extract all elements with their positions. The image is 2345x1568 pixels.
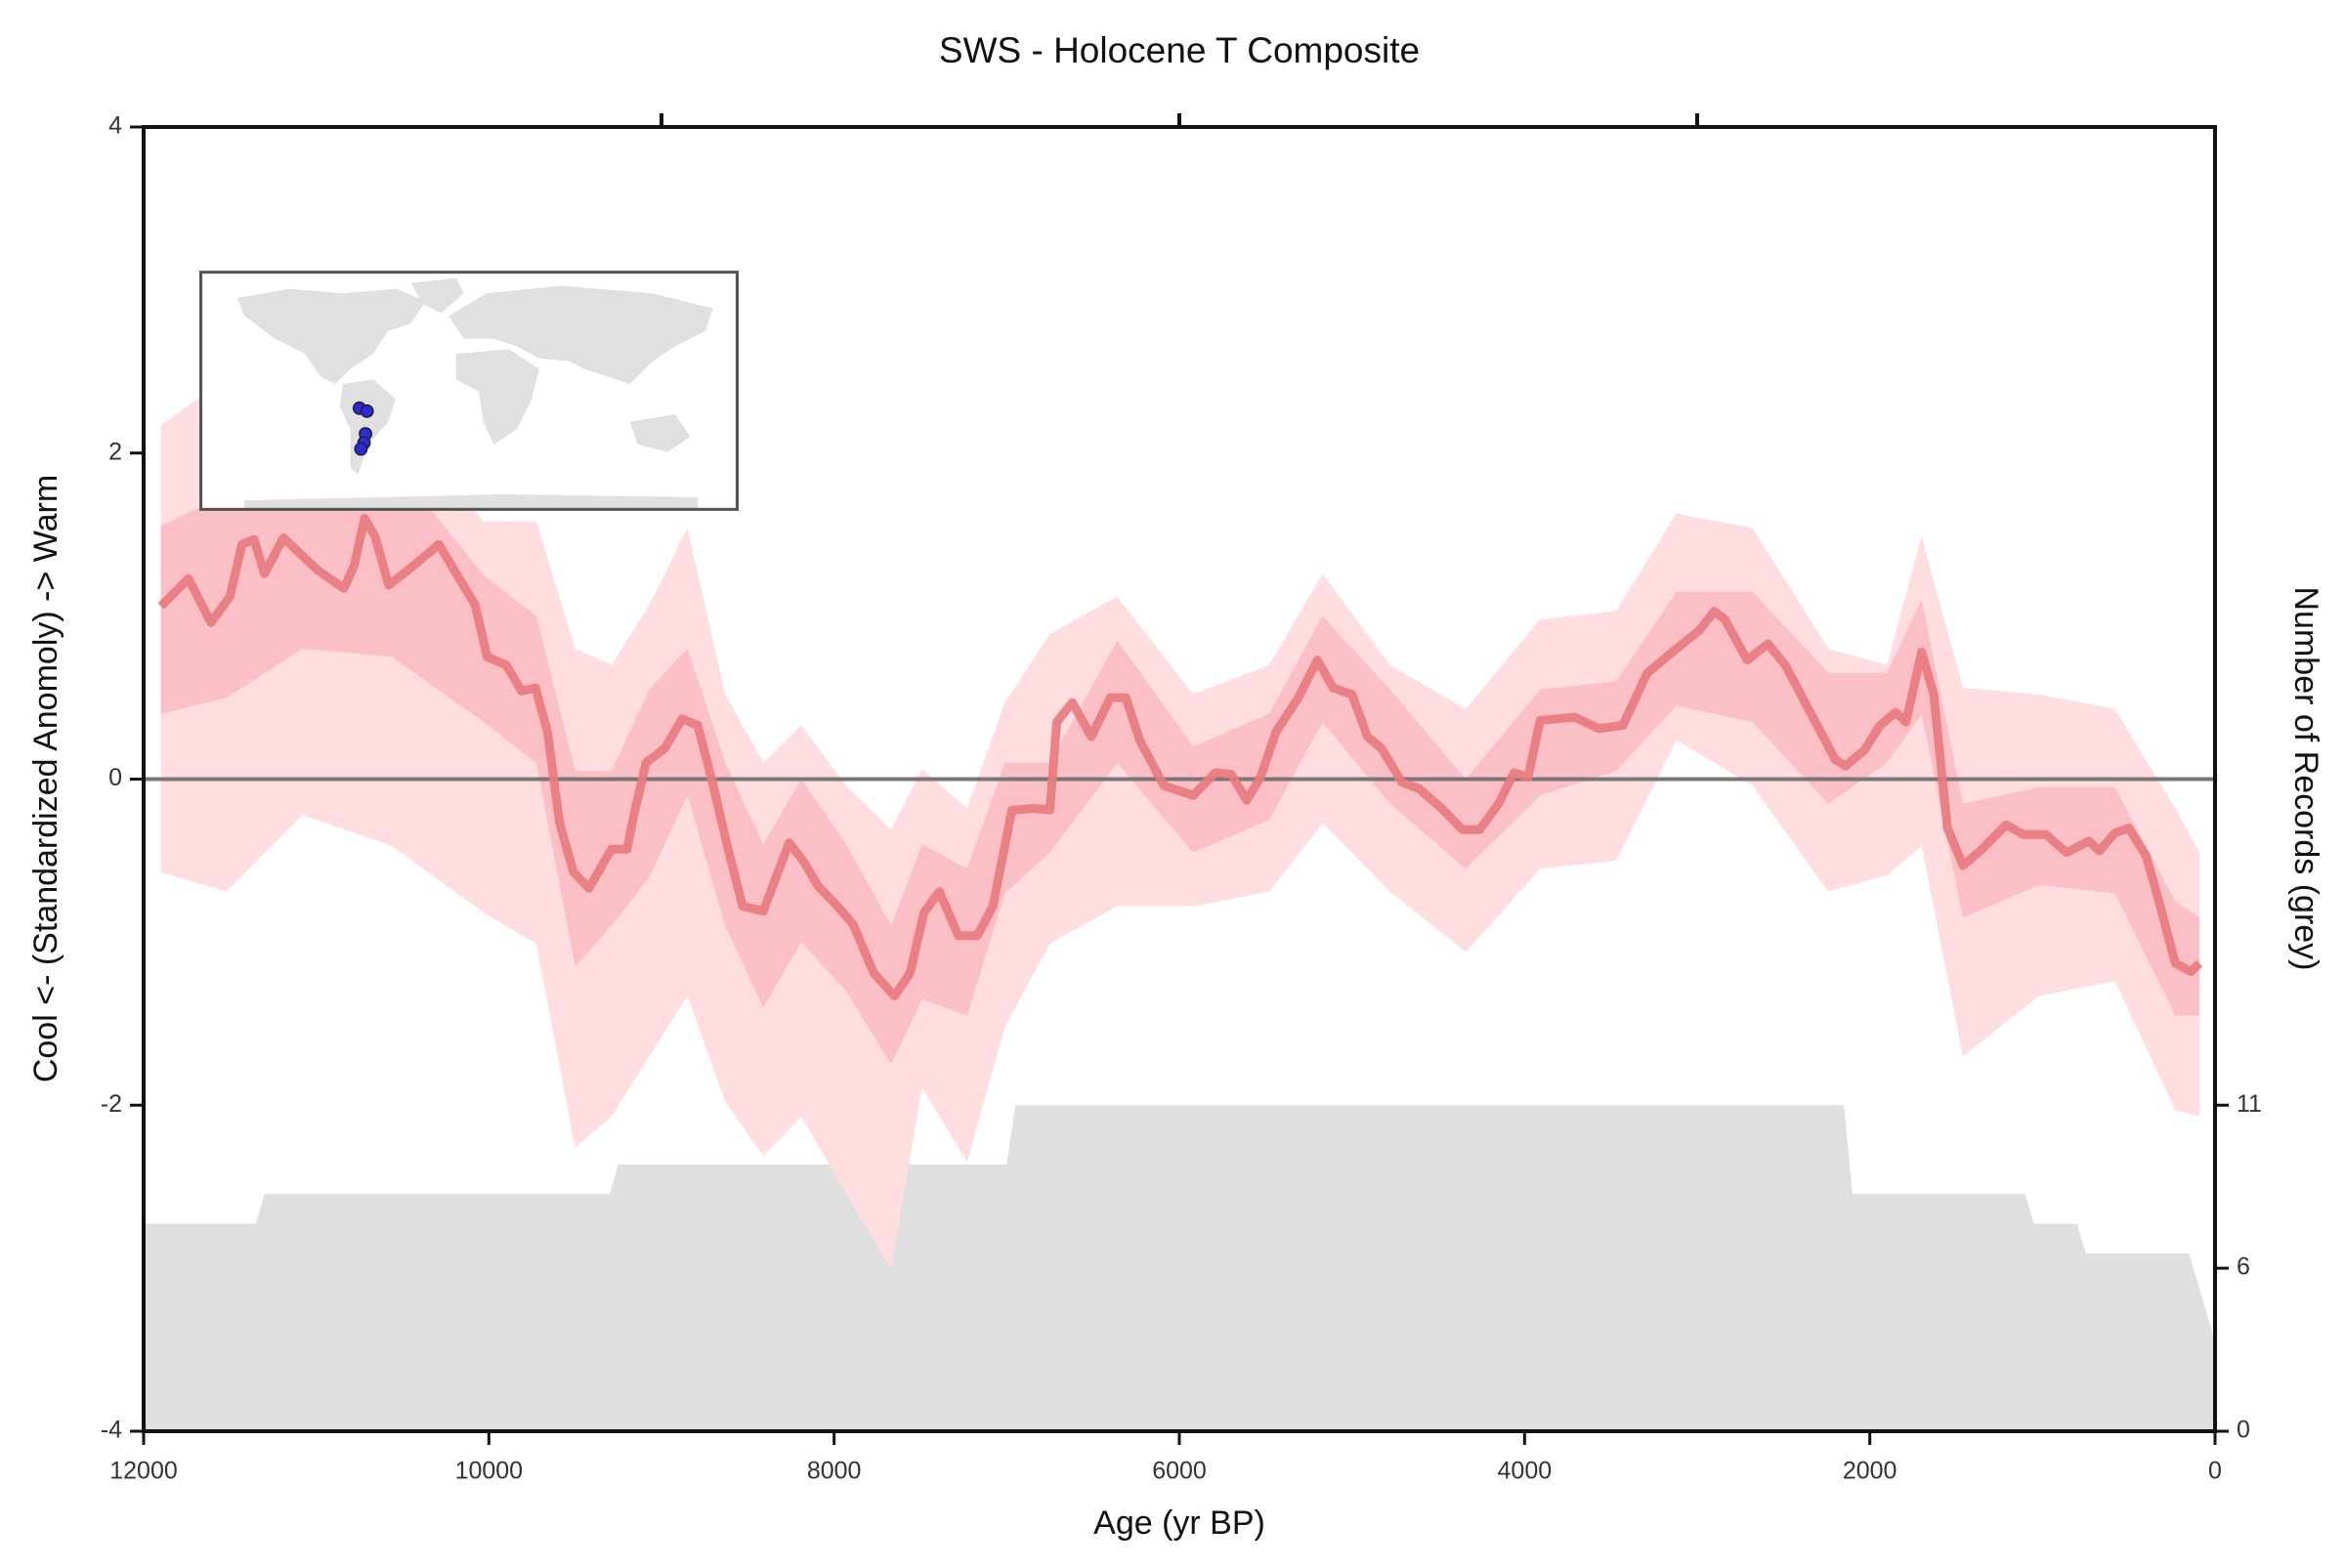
y2-tick-label: 6 (2237, 1253, 2250, 1281)
y-tick-label: 2 (108, 438, 122, 465)
site (354, 442, 368, 456)
y-axis-label: Cool <- (Standardized Anomoly) -> Warm (27, 475, 64, 1082)
x-tick-label: 2000 (1843, 1458, 1897, 1485)
y-tick-label: -2 (101, 1090, 122, 1118)
north-america (236, 288, 426, 385)
continents (236, 277, 713, 511)
x-tick-label: 8000 (807, 1458, 862, 1485)
y-tick-label: 0 (108, 764, 122, 791)
site-markers (352, 401, 374, 456)
eurasia (448, 285, 713, 385)
chart-title: SWS - Holocene T Composite (939, 30, 1420, 70)
records-area (144, 1105, 2215, 1431)
australia (629, 413, 691, 452)
x-axis-label: Age (yr BP) (1093, 1504, 1265, 1542)
y2-axis-label: Number of Records (grey) (2287, 586, 2324, 970)
inset-map (199, 271, 739, 511)
x-tick-label: 4000 (1498, 1458, 1553, 1485)
greenland (410, 277, 464, 314)
composite-line (157, 514, 2203, 1000)
y2-tick-label: 0 (2237, 1417, 2250, 1444)
uncertainty-band (160, 461, 2200, 1065)
x-tick-label: 12000 (109, 1458, 178, 1485)
inset-frame (199, 271, 739, 511)
x-tick-label: 10000 (455, 1458, 524, 1485)
site (360, 403, 374, 418)
y2-tick-label: 11 (2237, 1090, 2262, 1118)
x-tick-label: 6000 (1152, 1458, 1207, 1485)
y-tick-label: -4 (101, 1417, 122, 1444)
antarctica (244, 493, 699, 511)
y-tick-label: 4 (108, 112, 122, 140)
south-america (339, 379, 397, 475)
plot-area (144, 377, 2215, 1431)
x-tick-label: 0 (2208, 1458, 2222, 1485)
africa (455, 349, 539, 445)
